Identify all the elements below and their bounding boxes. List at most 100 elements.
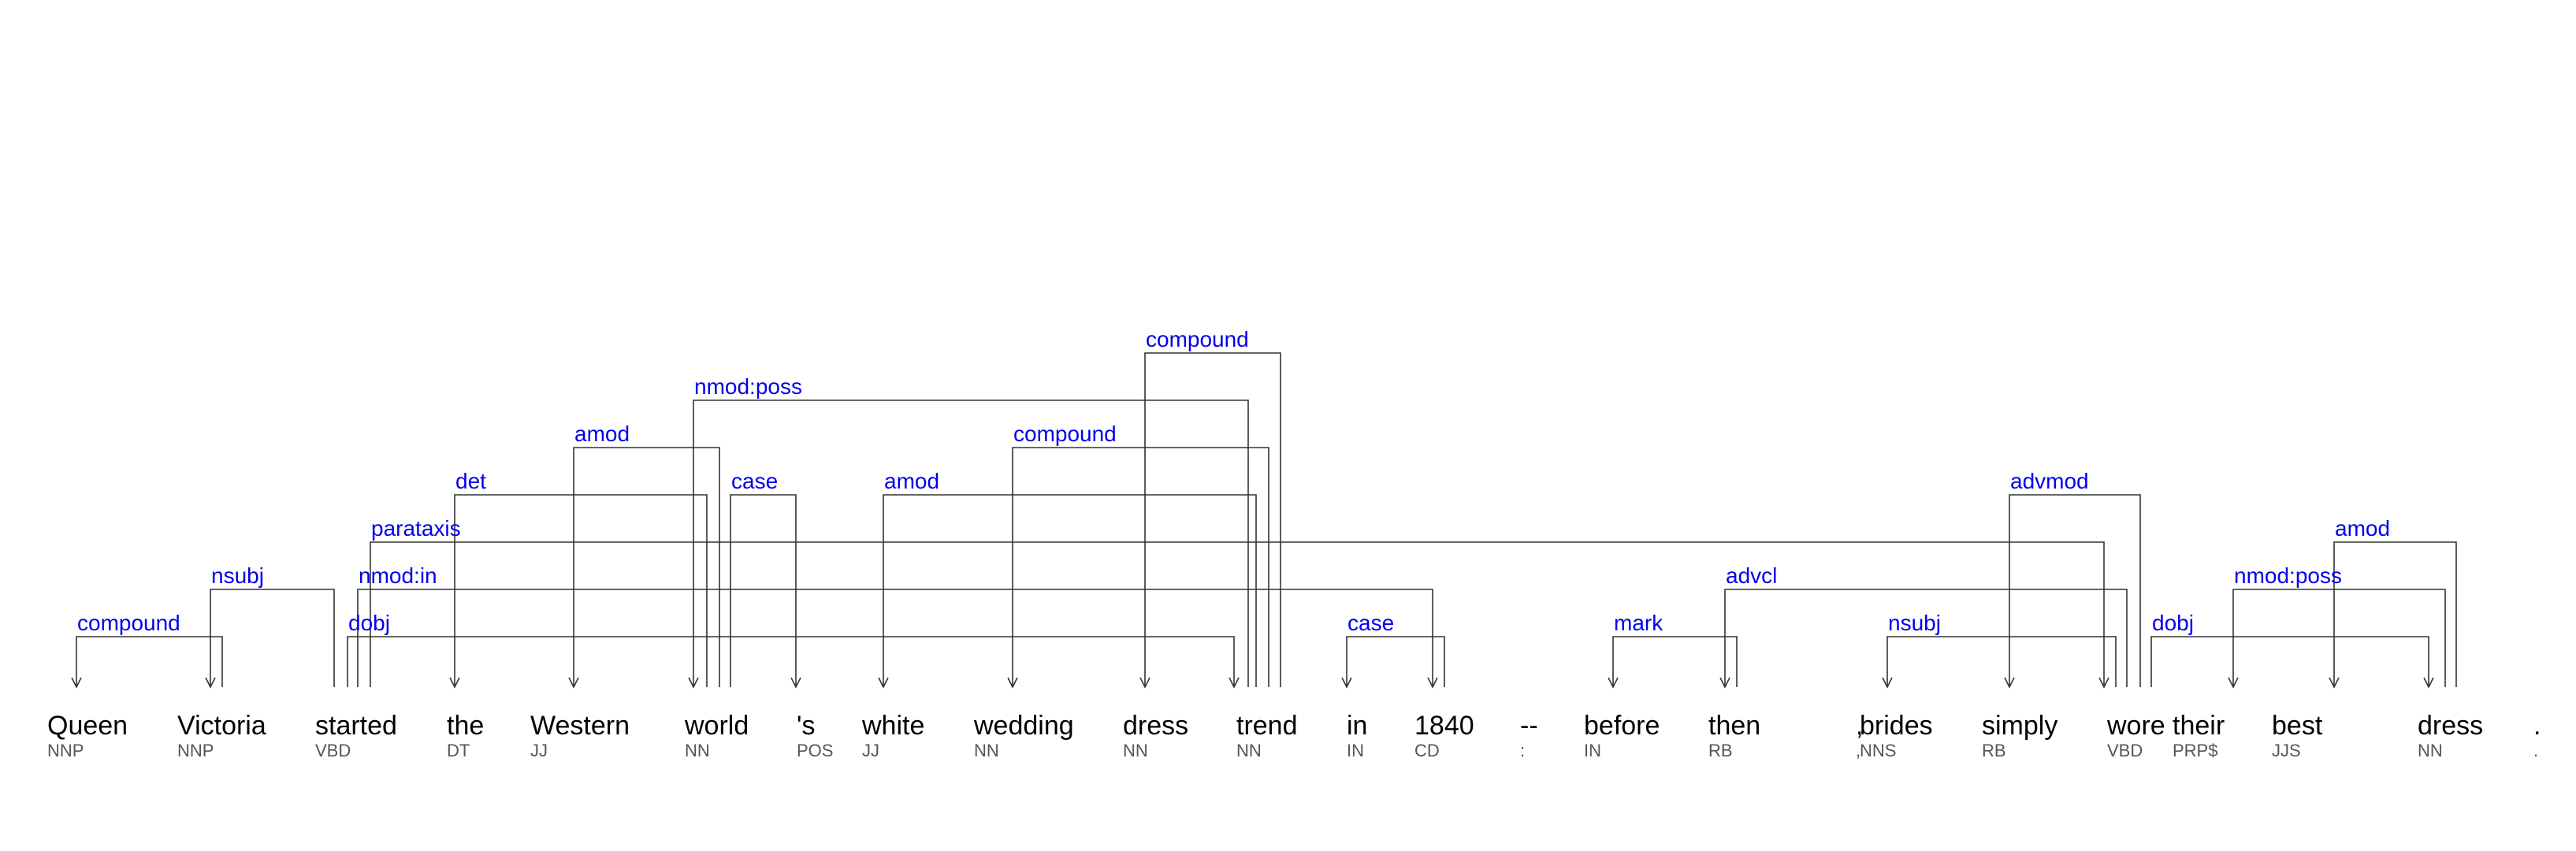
token-pos-tag: PRP$ [2173, 741, 2217, 760]
dependency-label: compound [1013, 422, 1117, 446]
token-pos-tag: CD [1414, 741, 1440, 760]
dependency-label: advmod [2010, 469, 2089, 493]
dependency-arc [210, 589, 335, 687]
token-pos-tag: RB [1708, 741, 1733, 760]
token-pos-tag: VBD [315, 741, 351, 760]
dependency-label: dobj [2152, 611, 2194, 635]
token-word: trend [1236, 711, 1298, 741]
token-word: in [1347, 711, 1367, 741]
dependency-arc [76, 636, 223, 687]
dependency-arrowhead [790, 677, 801, 689]
token-word: . [2533, 711, 2541, 741]
dependency-label: amod [884, 469, 939, 493]
token-pos-tag: POS [797, 741, 833, 760]
dependency-arc [1012, 447, 1269, 687]
dependency-arrowhead [1229, 677, 1240, 689]
token-pos-tag: NNP [47, 741, 84, 760]
token-pos-tag: . [2533, 741, 2538, 760]
dependency-arrowhead [1719, 677, 1730, 689]
token-pos-tag: IN [1347, 741, 1364, 760]
token-word: started [315, 711, 397, 741]
token-pos-tag: NNP [177, 741, 214, 760]
token-word: best [2272, 711, 2323, 741]
dependency-label: case [1347, 611, 1394, 635]
dependency-arrowhead [878, 677, 889, 689]
dependency-arrowhead [2098, 677, 2109, 689]
token-pos-tag: NN [685, 741, 710, 760]
dependency-arrowhead [1427, 677, 1438, 689]
dependency-arcs [71, 352, 2457, 689]
token-word: the [447, 711, 484, 741]
dependency-arc [883, 494, 1257, 687]
token-word: before [1584, 711, 1660, 741]
dependency-arrowhead [1007, 677, 1018, 689]
dependency-arc [2333, 541, 2457, 687]
token-pos-tag: NN [2418, 741, 2443, 760]
dependency-label: compound [77, 611, 180, 635]
dependency-arrowhead [688, 677, 699, 689]
dependency-label: det [455, 469, 486, 493]
dependency-label: advcl [1726, 563, 1777, 588]
dependency-label: nmod:poss [2234, 563, 2342, 588]
token-word: Queen [47, 711, 128, 741]
dependency-arc [1144, 352, 1281, 687]
dependency-arc [2009, 494, 2141, 687]
token-pos-tag: : [1520, 741, 1525, 760]
token-word: dress [2418, 711, 2483, 741]
token-pos-tag: DT [447, 741, 470, 760]
dependency-arrowhead [2004, 677, 2015, 689]
dependency-arc [573, 447, 720, 687]
dependency-arrowhead [2228, 677, 2239, 689]
dependency-arrowhead [2329, 677, 2340, 689]
dependency-arc [2150, 636, 2429, 687]
token-pos-tag: VBD [2107, 741, 2143, 760]
token-word: wedding [973, 711, 1074, 741]
token-word: 's [797, 711, 816, 741]
token-word: world [684, 711, 749, 741]
dependency-arrowhead [1341, 677, 1352, 689]
token-pos-tag: RB [1982, 741, 2006, 760]
dependency-label: amod [2335, 516, 2390, 541]
token-word: , [1856, 711, 1863, 741]
dependency-label: nmod:in [359, 563, 437, 588]
token-pos-tag: IN [1584, 741, 1601, 760]
dependency-arc [1724, 589, 2128, 687]
token-word: Victoria [177, 711, 266, 741]
dependency-arc [730, 494, 797, 687]
token-pos-tag: NN [1236, 741, 1262, 760]
token-word: simply [1982, 711, 2057, 741]
dependency-arc [454, 494, 708, 687]
dependency-label: nsubj [1888, 611, 1941, 635]
dependency-arc [693, 399, 1249, 687]
dependency-arrowhead [449, 677, 460, 689]
dependency-arc [1612, 636, 1738, 687]
dependency-arc [1346, 636, 1445, 687]
token-word: their [2173, 711, 2225, 741]
dependency-arrowhead [205, 677, 216, 689]
dependency-arrowhead [1608, 677, 1619, 689]
token-pos-tag: JJ [862, 741, 879, 760]
dependency-label: amod [574, 422, 630, 446]
dependency-arrowhead [71, 677, 82, 689]
token-word: brides [1860, 711, 1933, 741]
token-word: white [861, 711, 924, 741]
dependency-label: dobj [348, 611, 390, 635]
dependency-arc [1886, 636, 2117, 687]
dependency-arrowhead [1882, 677, 1893, 689]
token-word: dress [1123, 711, 1188, 741]
dependency-arc [357, 589, 1433, 687]
token-word: wore [2106, 711, 2165, 741]
dependency-arc [2232, 589, 2446, 687]
token-word: Western [530, 711, 630, 741]
token-pos-tag: , [1856, 741, 1860, 760]
dependency-label: nsubj [211, 563, 264, 588]
dependency-arc [370, 541, 2105, 687]
dependency-label: mark [1614, 611, 1663, 635]
token-word: -- [1520, 711, 1538, 741]
token-pos-tag: NN [974, 741, 999, 760]
dependency-arrowhead [568, 677, 579, 689]
dependency-label: compound [1146, 327, 1249, 351]
token-word: 1840 [1414, 711, 1474, 741]
dependency-label: parataxis [371, 516, 461, 541]
